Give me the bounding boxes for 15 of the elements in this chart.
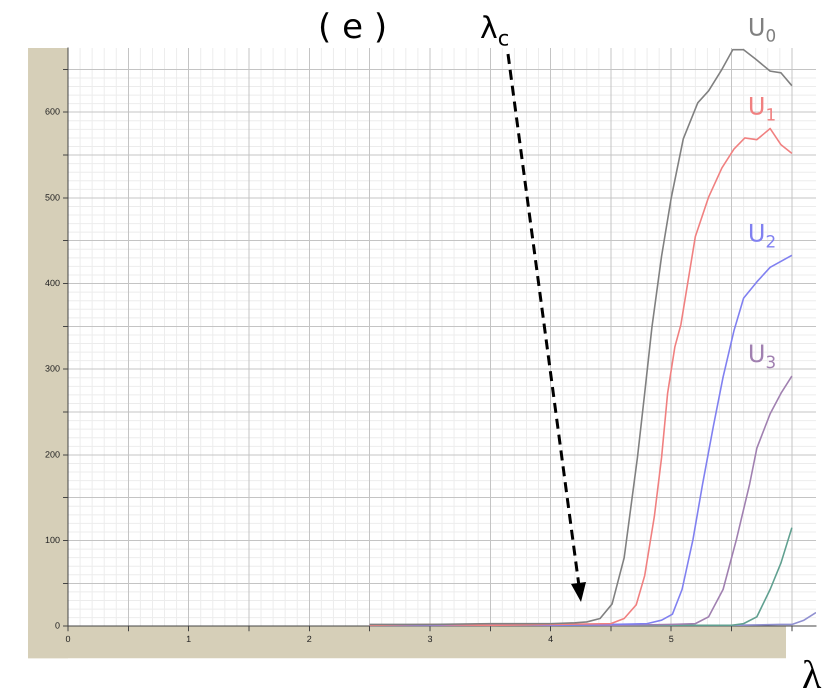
y-tick-label: 100 — [44, 535, 60, 546]
y-tick-label: 400 — [44, 278, 60, 288]
y-tick-label: 600 — [44, 106, 60, 117]
y-tick-label: 500 — [44, 192, 60, 202]
x-tick-label: 3 — [427, 634, 432, 644]
x-tick-label: 5 — [668, 634, 674, 644]
y-tick-label: 0 — [55, 620, 60, 631]
x-tick-label: 0 — [66, 634, 71, 644]
x-axis-title: λ — [802, 652, 822, 697]
x-tick-label: 2 — [306, 634, 312, 644]
x-tick-label: 1 — [186, 634, 192, 644]
x-tick-label: 4 — [548, 634, 554, 644]
y-tick-label: 200 — [44, 449, 60, 460]
y-tick-label: 300 — [44, 364, 60, 374]
text: ( e ) — [318, 7, 388, 47]
